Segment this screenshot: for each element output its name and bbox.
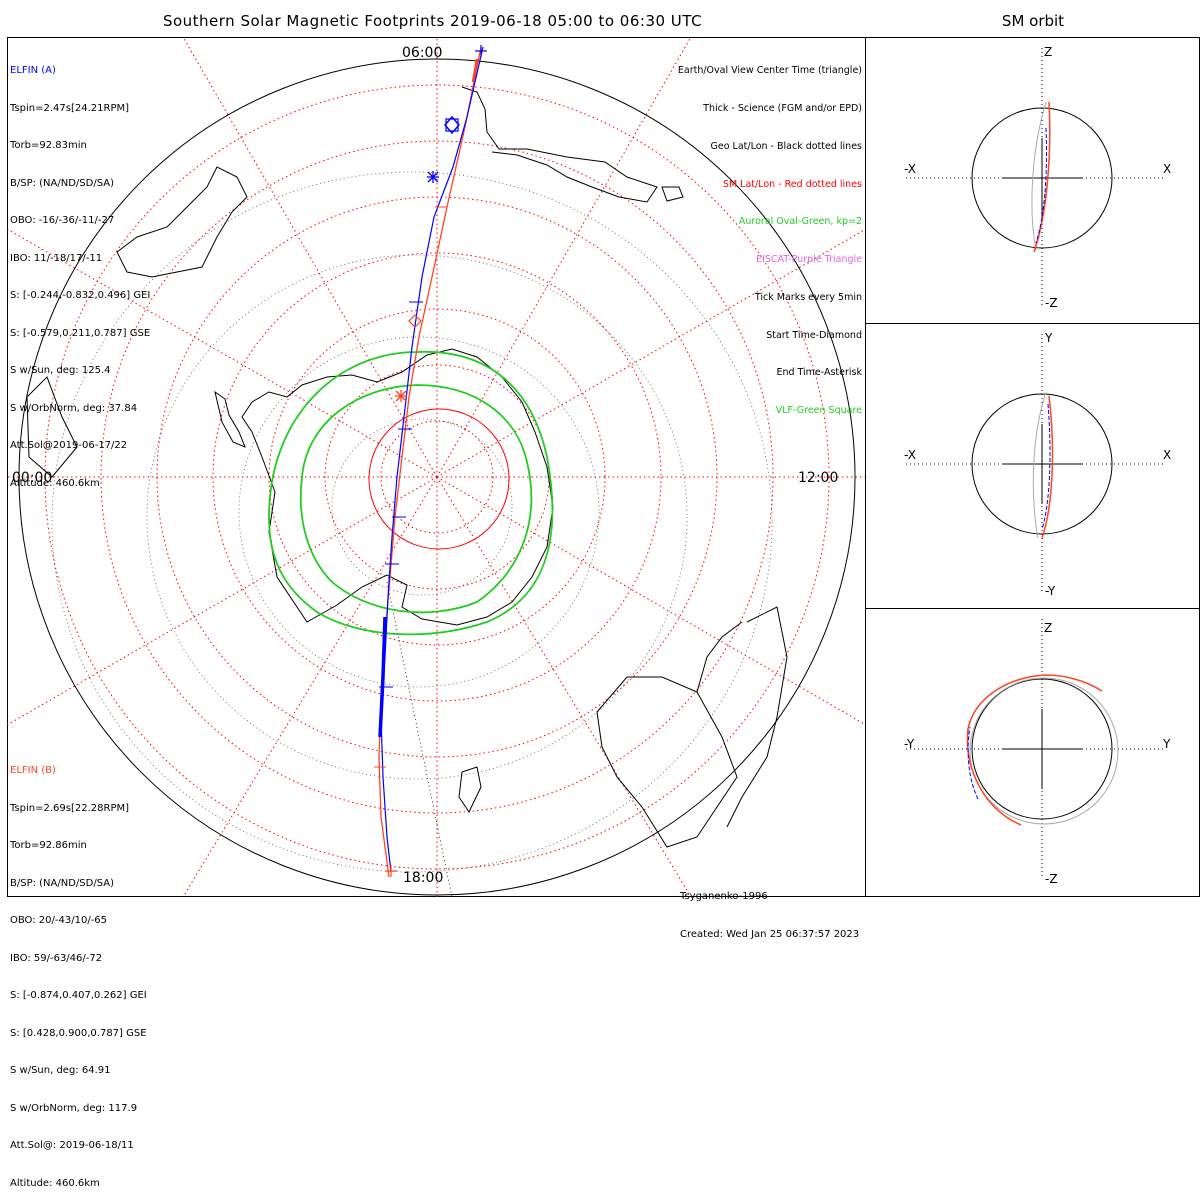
elfin-b-line: B/SP: (NA/ND/SD/SA) <box>10 877 114 889</box>
south-america-outline <box>461 86 658 203</box>
mlt-label-right: 12:00 <box>798 470 839 486</box>
sm-axis-label: X <box>1163 162 1172 176</box>
sm-axis-label: Z <box>1044 45 1053 59</box>
elfin-a-info: ELFIN (A) Tspin=2.47s[24.21RPM] Torb=92.… <box>10 40 150 503</box>
elfin-b-line: Torb=92.86min <box>10 840 87 851</box>
legend-entry: Auroral Oval-Green, kp=2 <box>738 216 862 228</box>
elfin-a-line: OBO: -16/-36/-11/-27 <box>10 215 115 226</box>
sm-axis-label: -Y <box>1045 584 1056 598</box>
elfin-a-line: S w/Sun, deg: 125.4 <box>10 365 111 376</box>
legend: Earth/Oval View Center Time (triangle) T… <box>678 40 862 430</box>
sm-orbit-xy-panel <box>906 334 1166 594</box>
sm-panel-divider <box>865 323 1200 324</box>
geo-latitude-grid <box>51 171 773 873</box>
footer: Tsyganenko-1996 Created: Wed Jan 25 06:3… <box>680 866 859 954</box>
auroral-oval <box>268 351 554 636</box>
elfin-b-tick-marks <box>374 206 447 768</box>
elfin-a-line: Att.Sol@2019-06-17/22 <box>10 440 128 451</box>
elfin-b-endpoint-marker <box>385 865 397 877</box>
australia-outline <box>116 166 248 278</box>
legend-entry: Geo Lat/Lon - Black dotted lines <box>710 140 862 152</box>
legend-entry: Tick Marks every 5min <box>754 291 862 303</box>
sm-elfin-a-orbit <box>1041 403 1051 530</box>
legend-entry: VLF-Green Square <box>775 405 862 417</box>
antarctica-outline <box>241 348 554 626</box>
elfin-b-line: Tspin=2.69s[22.28RPM] <box>10 802 130 814</box>
elfin-a-line: Torb=92.83min <box>10 140 87 151</box>
elfin-a-footprint-track <box>380 46 484 873</box>
elfin-a-line: S: [-0.579,0.211,0.787] GSE <box>10 327 151 339</box>
new-zealand-outline <box>214 390 246 448</box>
elfin-b-line: S: [-0.874,0.407,0.262] GEI <box>10 990 147 1001</box>
legend-entry: EISCAT-Purple Triangle <box>756 254 862 266</box>
elfin-a-line: Tspin=2.47s[24.21RPM] <box>10 102 130 114</box>
elfin-b-line: S w/OrbNorm, deg: 117.9 <box>10 1102 138 1114</box>
elfin-b-start-diamond <box>408 314 422 328</box>
elfin-b-line: Att.Sol@: 2019-06-18/11 <box>10 1140 134 1151</box>
mlt-label-bottom: 18:00 <box>403 870 444 886</box>
map-boundary-circle <box>18 58 856 896</box>
legend-entry: Earth/Oval View Center Time (triangle) <box>677 65 862 77</box>
elfin-b-line: S w/Sun, deg: 64.91 <box>10 1065 111 1076</box>
elfin-b-footprint-track <box>378 46 482 878</box>
elfin-a-line: S w/OrbNorm, deg: 37.84 <box>10 402 138 414</box>
sm-axis-label: Z <box>1044 621 1053 635</box>
sm-orbit-xz-panel <box>906 48 1166 308</box>
elfin-a-line: Altitude: 460.6km <box>10 477 100 489</box>
elfin-b-name: ELFIN (B) <box>10 765 56 776</box>
sm-panel-divider <box>865 608 1200 609</box>
sm-axis-label: -X <box>904 448 916 462</box>
elfin-b-line: OBO: 20/-43/10/-65 <box>10 915 108 926</box>
sm-orbit-yz-panel <box>906 619 1166 879</box>
sm-latitude-circle-solid <box>368 408 510 550</box>
elfin-a-line: B/SP: (NA/ND/SD/SA) <box>10 177 114 189</box>
elfin-b-line: S: [0.428,0.900,0.787] GSE <box>10 1027 147 1039</box>
created-timestamp: Created: Wed Jan 25 06:37:57 2023 <box>680 928 860 940</box>
sm-axis-label: Y <box>1045 331 1053 345</box>
sm-axis-label: -X <box>904 162 916 176</box>
legend-entry: End Time-Asterisk <box>776 367 862 379</box>
sm-orbit-title: SM orbit <box>1001 12 1065 30</box>
elfin-a-view-center-triangle <box>475 45 487 57</box>
elfin-a-name: ELFIN (A) <box>10 65 56 76</box>
sm-elfin-a-orbit <box>1035 127 1048 244</box>
legend-entry: Thick - Science (FGM and/or EPD) <box>703 102 862 114</box>
sm-axis-label: -Y <box>904 737 915 751</box>
plot-title: Southern Solar Magnetic Footprints 2019-… <box>162 12 703 30</box>
sm-axis-label: X <box>1163 448 1172 462</box>
sm-axis-label: -Z <box>1045 296 1058 310</box>
elfin-a-line: S: [-0.244,-0.832,0.496] GEI <box>10 290 151 301</box>
elfin-a-tick-marks <box>379 301 423 688</box>
elfin-a-science-segment <box>378 616 387 738</box>
elfin-b-science-segment <box>471 58 479 83</box>
elfin-b-line: Altitude: 460.6km <box>10 1177 100 1189</box>
sm-elfin-b-orbit <box>966 674 1103 826</box>
auroral-oval-outer <box>268 351 554 636</box>
geo-longitude-line <box>386 581 453 897</box>
mlt-label-top: 06:00 <box>402 45 443 61</box>
elfin-b-end-asterisk <box>395 390 407 402</box>
elfin-a-line: IBO: 11/-18/17/-11 <box>10 252 103 264</box>
sm-elfin-b-orbit <box>1033 101 1051 253</box>
elfin-b-line: IBO: 59/-63/46/-72 <box>10 952 103 964</box>
auroral-oval-inner <box>299 384 533 614</box>
legend-entry: Start Time-Diamond <box>766 329 862 341</box>
elfin-a-end-asterisk <box>427 171 439 183</box>
elfin-b-info: ELFIN (B) Tspin=2.69s[22.28RPM] Torb=92.… <box>10 740 147 1203</box>
elfin-a-start-diamond <box>444 115 460 135</box>
sm-axis-label: Y <box>1163 737 1171 751</box>
elfin-a-start-square <box>445 118 459 132</box>
sm-elfin-a-orbit <box>967 726 979 800</box>
continent-outlines <box>26 86 788 848</box>
southern-footprint-map <box>7 37 866 897</box>
mlt-label-left: 00:00 <box>12 470 53 486</box>
model-label: Tsyganenko-1996 <box>680 891 768 902</box>
legend-entry: SM Lat/Lon - Red dotted lines <box>722 178 862 190</box>
sm-longitude-grid <box>7 37 866 897</box>
sm-axis-label: -Z <box>1045 872 1058 886</box>
sm-elfin-b-orbit <box>1041 395 1054 539</box>
africa-outline <box>726 606 788 828</box>
